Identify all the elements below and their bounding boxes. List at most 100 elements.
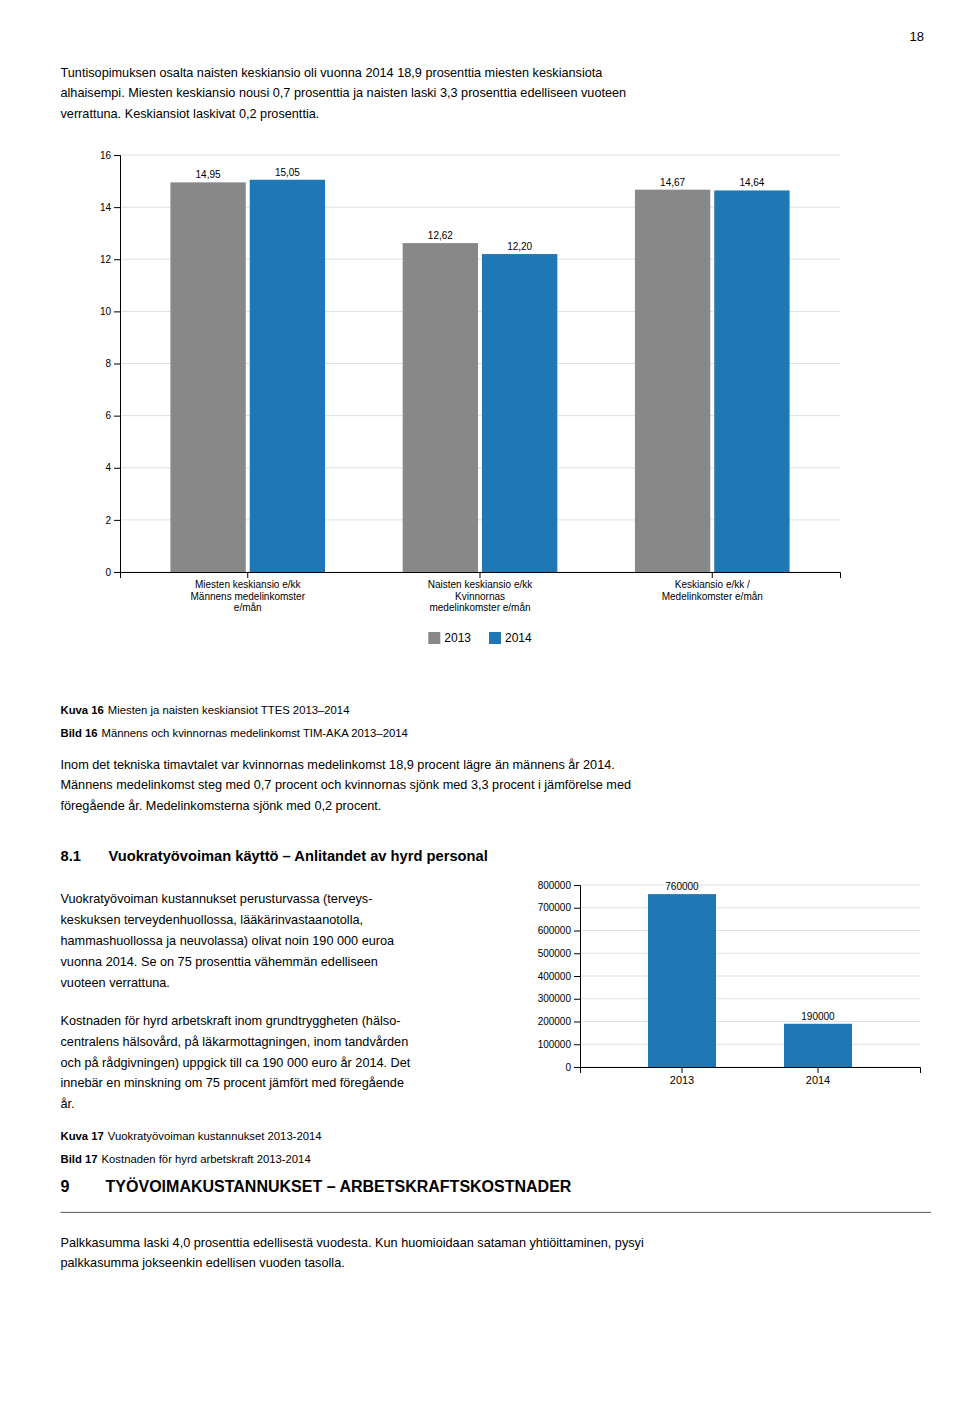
section-heading: 9TYÖVOIMAKUSTANNUKSET – ARBETSKRAFTSKOST…	[61, 1177, 572, 1195]
tick: 12	[100, 254, 120, 265]
section-heading: 8.1Vuokratyövoiman käyttö – Anlitandet a…	[61, 848, 488, 864]
legend-swatch	[489, 632, 501, 644]
data-labels: 760000 190000	[665, 881, 835, 1022]
paragraph: Tuntisopimuksen osalta naisten keskiansi…	[61, 66, 627, 121]
grid-line	[580, 907, 920, 908]
tick-label: 100000	[538, 1039, 572, 1050]
tick: 2014	[806, 1067, 830, 1086]
legend-label: 2013	[444, 631, 471, 645]
chart: 0100000200000300000400000500000600000700…	[538, 880, 921, 1086]
tick: 0	[565, 1062, 580, 1073]
page-number: 18	[910, 29, 924, 44]
tick-mark	[712, 572, 713, 578]
bar	[250, 180, 325, 572]
tick-mark	[114, 572, 120, 573]
data-label: 14,64	[739, 177, 764, 188]
grid-line	[580, 998, 920, 999]
tick: 300000	[538, 993, 580, 1004]
bars	[170, 180, 789, 572]
tick: 8	[105, 358, 120, 369]
paragraph-line: palkkasumma jokseenkin edellisen vuoden …	[61, 1256, 345, 1270]
data-labels: 14,9512,6214,6715,0512,2014,64	[196, 167, 765, 252]
caption: Kuva 17Vuokratyövoiman kustannukset 2013…	[61, 1130, 322, 1165]
tick-label: 800000	[538, 880, 572, 891]
grid-line	[580, 930, 920, 931]
grid	[580, 885, 920, 1067]
tick-mark	[114, 207, 120, 208]
paragraph-line: Inom det tekniska timavtalet var kvinnor…	[61, 758, 615, 772]
tick-label: 700000	[538, 902, 572, 913]
paragraph-line: innebär en minskning om 75 procent jämfö…	[61, 1076, 404, 1090]
paragraph-line: hammashuollossa ja neuvolassa) olivat no…	[61, 934, 396, 948]
caption-text: Miesten ja naisten keskiansiot TTES 2013…	[108, 704, 350, 716]
tick-label: 2	[105, 515, 111, 526]
grid-line	[580, 976, 920, 977]
tick-label: Miesten keskiansio e/kkMännens medelinko…	[190, 579, 305, 613]
paragraph-line: år.	[61, 1097, 75, 1111]
tick-mark	[114, 259, 120, 260]
grid-line	[580, 1044, 920, 1045]
x-axis: 2013 2014	[581, 1067, 921, 1086]
tick: 800000	[538, 880, 580, 891]
tick-label: 4	[105, 462, 111, 473]
tick-label: 400000	[538, 971, 572, 982]
tick: Miesten keskiansio e/kkMännens medelinko…	[190, 572, 305, 613]
paragraph: Vuokratyövoiman kustannukset perusturvas…	[61, 892, 396, 990]
tick-label: 14	[100, 202, 112, 213]
grid-line	[580, 953, 920, 954]
tick: 700000	[538, 902, 580, 913]
tick-mark	[574, 885, 580, 886]
tick-label: 16	[100, 150, 112, 161]
tick: 2013	[670, 1067, 694, 1086]
tick: 16	[100, 150, 120, 161]
grid-line	[580, 885, 920, 886]
paragraph: Inom det tekniska timavtalet var kvinnor…	[61, 758, 632, 813]
axis-line	[121, 573, 841, 579]
data-label: 12,20	[507, 241, 532, 252]
bar	[635, 190, 710, 572]
heading-title: Vuokratyövoiman käyttö – Anlitandet av h…	[109, 848, 488, 864]
legend-label: 2014	[505, 631, 532, 645]
legend-swatch	[428, 632, 440, 644]
data-label: 190000	[801, 1011, 835, 1022]
tick-mark	[114, 155, 120, 156]
caption-label: Bild 16	[61, 727, 98, 739]
tick-label: 0	[565, 1062, 571, 1073]
tick-mark	[480, 572, 481, 578]
data-label: 14,95	[196, 169, 221, 180]
tick: 4	[105, 462, 120, 473]
bar	[714, 190, 789, 572]
axis-line	[114, 156, 121, 573]
data-label: 760000	[665, 881, 699, 892]
y-axis: 0 2 4 6 8 10 12 14 16	[100, 150, 121, 578]
bar	[784, 1024, 852, 1067]
tick: 500000	[538, 948, 580, 959]
caption-label: Kuva 16	[61, 704, 104, 716]
tick-mark	[114, 520, 120, 521]
paragraph-line: alhaisempi. Miesten keskiansio nousi 0,7…	[61, 86, 627, 100]
caption: Kuva 16 Miesten ja naisten keskiansiot TT…	[61, 704, 408, 739]
tick-label: 300000	[538, 993, 572, 1004]
paragraph-line: keskuksen terveydenhuollossa, lääkärinva…	[61, 913, 364, 927]
tick-mark	[818, 1067, 819, 1073]
bar	[170, 182, 245, 572]
tick: 6	[105, 410, 120, 421]
tick: 0	[105, 567, 120, 578]
tick-label: 500000	[538, 948, 572, 959]
tick: 14	[100, 202, 120, 213]
tick: Naisten keskiansio e/kkKvinnornasmedelin…	[428, 572, 533, 613]
tick-label: Keskiansio e/kk /Medelinkomster e/mån	[662, 579, 763, 602]
tick-label: 10	[100, 306, 112, 317]
tick-mark	[574, 908, 580, 909]
tick-label: 600000	[538, 925, 572, 936]
tick-mark	[574, 1067, 580, 1068]
chart: 0 2 4 6 8 10 12 14 16 Miesten keskiansio e/kkMänn…	[100, 150, 841, 646]
bar	[648, 894, 716, 1067]
paragraph-line: centralens hälsovård, på läkarmottagning…	[61, 1035, 409, 1049]
x-axis: Miesten keskiansio e/kkMännens medelinko…	[121, 572, 841, 613]
paragraph-line: Tuntisopimuksen osalta naisten keskiansi…	[61, 66, 604, 80]
legend-item: 2013	[428, 631, 471, 645]
paragraph-line: Vuokratyövoiman kustannukset perusturvas…	[61, 892, 373, 906]
axis-line	[574, 886, 581, 1068]
tick-mark	[574, 1022, 580, 1023]
